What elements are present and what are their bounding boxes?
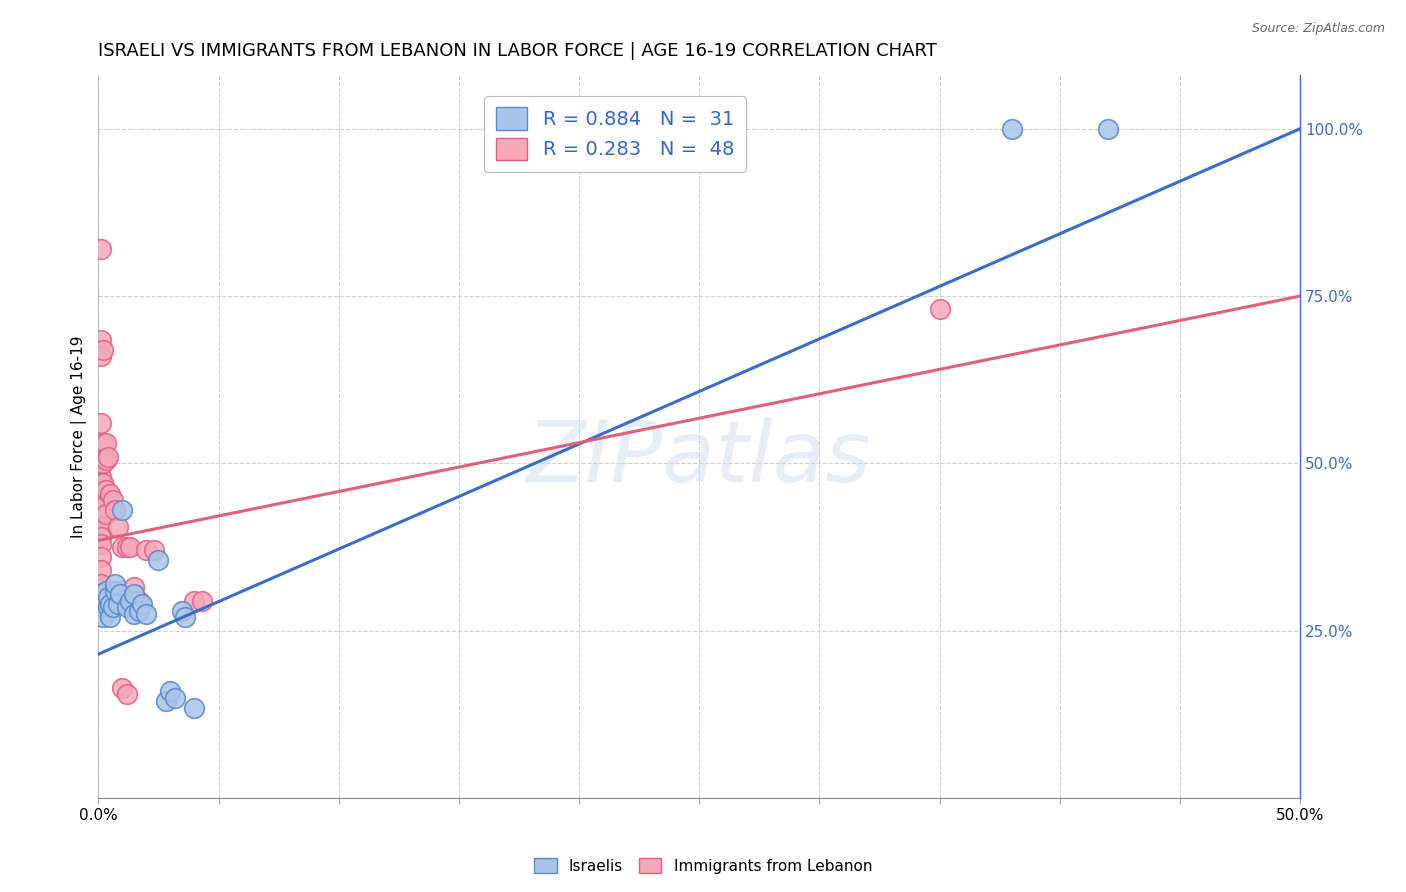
Point <box>125 593 148 607</box>
Point <box>135 607 157 621</box>
Point <box>90 476 112 491</box>
Point <box>94 436 117 450</box>
Point <box>90 513 112 527</box>
Point <box>172 604 194 618</box>
Point <box>91 343 114 357</box>
Text: Source: ZipAtlas.com: Source: ZipAtlas.com <box>1251 22 1385 36</box>
Point <box>90 587 112 601</box>
Point <box>1097 121 1119 136</box>
Point <box>90 503 112 517</box>
Point <box>90 483 112 498</box>
Point <box>183 700 205 714</box>
Point <box>101 493 124 508</box>
Point <box>97 600 120 615</box>
Point <box>91 436 114 450</box>
Point <box>124 607 146 621</box>
Point <box>159 684 181 698</box>
Point <box>90 587 112 601</box>
Point <box>115 687 138 701</box>
Point <box>118 593 141 607</box>
Point <box>108 587 131 601</box>
Point <box>118 540 141 554</box>
Point <box>98 610 121 624</box>
Point <box>94 453 117 467</box>
Point <box>90 416 112 430</box>
Point <box>91 500 114 514</box>
Point <box>155 694 177 708</box>
Point <box>90 349 112 363</box>
Point <box>91 610 114 624</box>
Point <box>94 507 117 521</box>
Point <box>91 457 114 471</box>
Point <box>135 543 157 558</box>
Point <box>107 597 129 611</box>
Point <box>165 690 187 705</box>
Point <box>90 537 112 551</box>
Point <box>173 610 195 624</box>
Point <box>94 593 117 607</box>
Point <box>90 242 112 256</box>
Text: ZIPatlas: ZIPatlas <box>527 417 872 500</box>
Point <box>90 440 112 454</box>
Point <box>128 593 150 607</box>
Point <box>128 604 150 618</box>
Point <box>104 583 127 598</box>
Point <box>90 470 112 484</box>
Point <box>90 564 112 578</box>
Point <box>190 593 212 607</box>
Point <box>1001 121 1024 136</box>
Point <box>90 457 112 471</box>
Point <box>183 593 205 607</box>
Point <box>104 503 127 517</box>
Point <box>94 583 117 598</box>
Point <box>91 600 114 615</box>
Point <box>97 450 120 464</box>
Point <box>91 476 114 491</box>
Point <box>94 483 117 498</box>
Point <box>111 681 134 695</box>
Point <box>90 550 112 565</box>
Point <box>928 302 950 317</box>
Point <box>90 530 112 544</box>
Point <box>90 577 112 591</box>
Y-axis label: In Labor Force | Age 16-19: In Labor Force | Age 16-19 <box>72 335 87 538</box>
Point <box>90 524 112 538</box>
Point <box>98 486 121 500</box>
Point <box>148 553 170 567</box>
Point <box>142 543 165 558</box>
Point <box>115 540 138 554</box>
Point <box>115 600 138 615</box>
Point <box>124 587 146 601</box>
Point <box>111 503 134 517</box>
Point <box>101 600 124 615</box>
Point <box>90 490 112 504</box>
Text: ISRAELI VS IMMIGRANTS FROM LEBANON IN LABOR FORCE | AGE 16-19 CORRELATION CHART: ISRAELI VS IMMIGRANTS FROM LEBANON IN LA… <box>98 42 938 60</box>
Point <box>124 580 146 594</box>
Point <box>98 597 121 611</box>
Point <box>104 577 127 591</box>
Point <box>97 591 120 605</box>
Legend: Israelis, Immigrants from Lebanon: Israelis, Immigrants from Lebanon <box>527 852 879 880</box>
Point <box>111 540 134 554</box>
Point <box>107 520 129 534</box>
Legend: R = 0.884   N =  31, R = 0.283   N =  48: R = 0.884 N = 31, R = 0.283 N = 48 <box>485 95 745 172</box>
Point <box>131 597 153 611</box>
Point <box>87 507 110 521</box>
Point <box>90 333 112 347</box>
Point <box>90 497 112 511</box>
